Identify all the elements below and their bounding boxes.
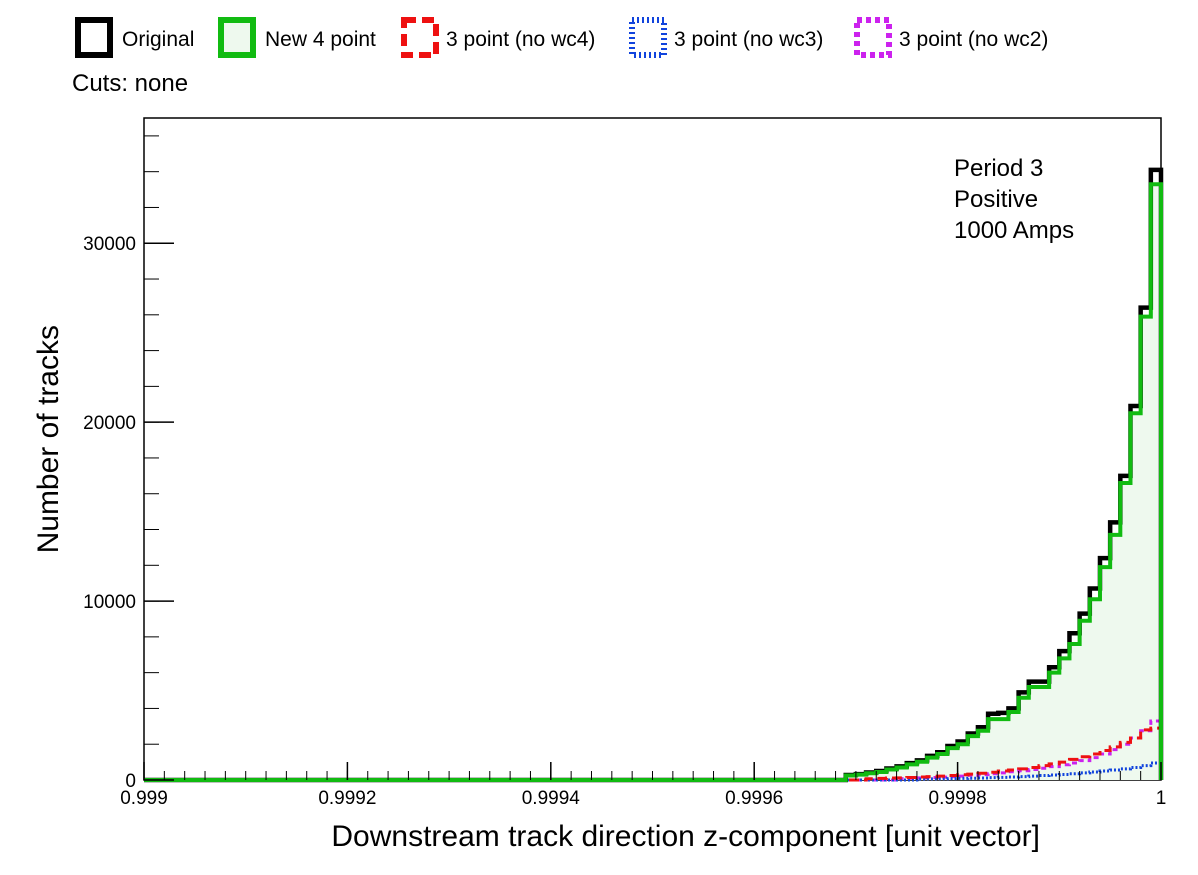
series-line-3-point-no-wc4 bbox=[144, 726, 1163, 782]
axes: 0.999 0.9992 0.9994 0.9996 0.9998 1 0 10000 2000… bbox=[83, 135, 1167, 809]
cuts-label: Cuts: none bbox=[72, 70, 188, 97]
x-axis-title: Downstream track direction z-component [… bbox=[331, 820, 1040, 853]
series-fill-new-4-point bbox=[144, 184, 1161, 780]
y-tick-label: 30000 bbox=[83, 234, 136, 255]
y-tick-label: 0 bbox=[125, 771, 136, 792]
legend: Original New 4 point 3 point (no wc4) 3 … bbox=[75, 17, 1048, 58]
series-line-new-4-point bbox=[144, 182, 1163, 782]
series-line-3-point-no-wc3 bbox=[144, 761, 1163, 782]
x-tick-label: 0.9992 bbox=[318, 788, 376, 809]
legend-entry-no-wc4: 3 point (no wc4) bbox=[401, 17, 595, 58]
annotation-line-period: Period 3 bbox=[954, 155, 1043, 182]
y-tick-label: 10000 bbox=[83, 592, 136, 613]
legend-swatch-no-wc3 bbox=[629, 17, 667, 58]
x-tick-label: 1 bbox=[1156, 788, 1167, 809]
legend-entry-original: Original bbox=[75, 17, 194, 58]
legend-label-no-wc4: 3 point (no wc4) bbox=[446, 28, 595, 51]
legend-entry-no-wc3: 3 point (no wc3) bbox=[629, 17, 823, 58]
legend-swatch-no-wc2 bbox=[854, 17, 892, 58]
series-line-original bbox=[144, 167, 1164, 783]
annotation-line-polarity: Positive bbox=[954, 186, 1038, 213]
x-tick-label: 0.999 bbox=[120, 788, 168, 809]
legend-label-no-wc3: 3 point (no wc3) bbox=[674, 28, 823, 51]
annotation: Period 3 Positive 1000 Amps bbox=[954, 155, 1074, 244]
legend-entry-no-wc2: 3 point (no wc2) bbox=[854, 17, 1048, 58]
y-tick-label: 20000 bbox=[83, 413, 136, 434]
legend-swatch-new-4-point bbox=[218, 17, 256, 58]
x-tick-label: 0.9998 bbox=[929, 788, 987, 809]
histogram-layer bbox=[144, 167, 1164, 783]
y-axis-title: Number of tracks bbox=[32, 325, 65, 553]
annotation-line-current: 1000 Amps bbox=[954, 217, 1074, 244]
legend-label-no-wc2: 3 point (no wc2) bbox=[899, 28, 1048, 51]
legend-entry-new-4-point: New 4 point bbox=[218, 17, 376, 58]
legend-label-original: Original bbox=[122, 28, 194, 51]
x-tick-label: 0.9996 bbox=[725, 788, 783, 809]
legend-label-new-4-point: New 4 point bbox=[265, 28, 376, 51]
x-tick-label: 0.9994 bbox=[522, 788, 581, 809]
legend-swatch-no-wc4 bbox=[401, 17, 439, 58]
legend-swatch-original bbox=[75, 17, 113, 58]
